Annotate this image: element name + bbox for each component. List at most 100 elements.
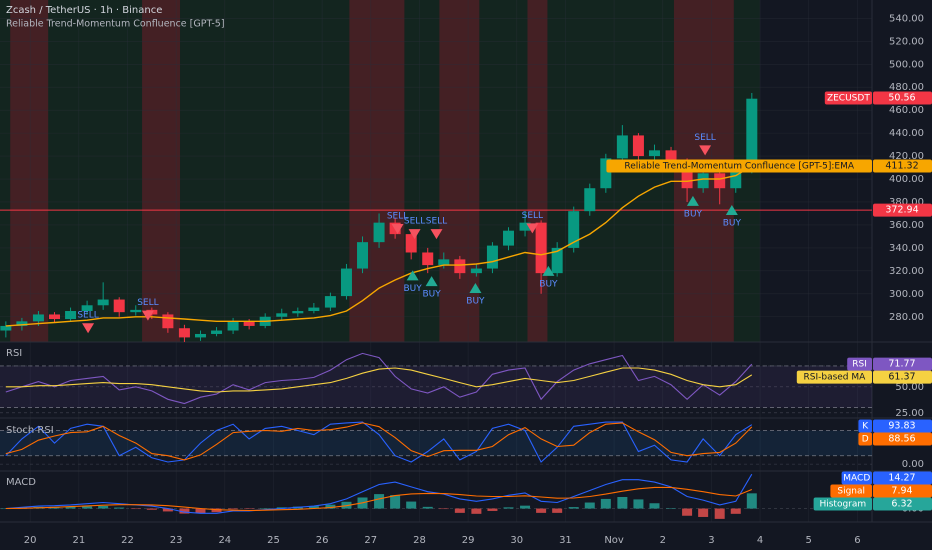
bear-zone (10, 0, 49, 342)
candle-body (616, 135, 628, 159)
candle-body (194, 333, 206, 338)
signal-marker (699, 145, 712, 156)
x-tick-label: 3 (708, 535, 714, 546)
tag-box (873, 159, 932, 173)
y-tick-label: 0.00 (902, 459, 924, 470)
candle-body (0, 325, 12, 331)
histogram-bar (649, 503, 660, 509)
histogram-bar (146, 508, 157, 510)
histogram-bar (568, 507, 579, 509)
indicator-line (5, 421, 753, 463)
indicator-line (5, 352, 753, 405)
tag-box (873, 432, 932, 446)
tag-value: 71.77 (888, 359, 915, 370)
histogram-bar (422, 506, 433, 509)
histogram-bar (746, 493, 757, 509)
y-tick-label: 420.00 (889, 151, 924, 162)
x-tick-label: 22 (121, 535, 134, 546)
candle-body (584, 188, 596, 212)
y-tick-label: 520.00 (889, 36, 924, 47)
candle-body (49, 314, 60, 320)
candle-body (16, 321, 28, 326)
indicator-band (0, 365, 872, 408)
y-tick-label: 25.00 (895, 408, 924, 419)
signal-marker (425, 276, 438, 287)
histogram-bar (374, 494, 385, 509)
bear-zone (142, 0, 181, 342)
tag-name: Histogram (819, 500, 866, 510)
x-tick-label: 21 (72, 535, 85, 546)
candle-body (227, 321, 239, 331)
y-tick-label: 460.00 (889, 105, 924, 116)
tag-name-box (796, 370, 872, 384)
candle-body (162, 314, 174, 329)
chart-subtitle: Reliable Trend-Momentum Confluence [GPT-… (6, 19, 225, 30)
candle-body (130, 309, 142, 313)
histogram-bar (536, 508, 547, 513)
tag-box (873, 497, 932, 511)
tag-box (873, 484, 932, 498)
histogram-bar (228, 508, 239, 510)
tag-name-box (813, 497, 872, 511)
candle-body (730, 167, 742, 189)
candle-body (422, 252, 434, 266)
candle-body (97, 299, 109, 306)
indicator-line (5, 165, 753, 327)
value-tag: 6.32 Histogram (813, 497, 932, 511)
signal-marker (469, 283, 482, 294)
tag-box (873, 203, 932, 217)
signal-label: BUY (466, 297, 485, 307)
candle-body (568, 211, 580, 248)
signal-label: SELL (404, 217, 425, 227)
signal-label: BUY (723, 219, 742, 229)
candle-body (681, 161, 693, 189)
histogram-bar (503, 507, 514, 509)
signal-label: BUY (422, 290, 441, 300)
histogram-bar (730, 508, 741, 514)
x-tick-label: 27 (364, 535, 377, 546)
signal-marker (82, 323, 95, 334)
tag-name-box (841, 471, 872, 485)
histogram-bar (244, 508, 255, 510)
tag-name: Reliable Trend-Momentum Confluence [GPT-… (624, 162, 855, 172)
x-tick-label: 30 (510, 535, 523, 546)
histogram-bar (666, 508, 677, 509)
candle-body (373, 222, 385, 243)
candle-body (340, 268, 352, 297)
signal-marker (725, 205, 738, 216)
histogram-bar (633, 499, 644, 509)
tag-name-box (847, 357, 872, 371)
histogram-bar (130, 508, 141, 510)
y-tick-label: 320.00 (889, 266, 924, 277)
value-tag: 71.77 RSI (847, 357, 932, 371)
tag-box (873, 91, 932, 105)
tag-name-box (824, 91, 872, 105)
candle-body (308, 307, 320, 312)
histogram-bar (682, 508, 693, 516)
candle-body (503, 230, 515, 246)
candle-body (632, 135, 644, 157)
candle-body (454, 259, 466, 274)
tag-value: 14.27 (888, 473, 915, 484)
tag-name: K (862, 422, 869, 432)
candle-body (81, 305, 93, 312)
x-tick-label: 25 (267, 535, 280, 546)
tag-value: 88.56 (888, 434, 915, 445)
histogram-bar (617, 497, 628, 509)
candle-body (178, 328, 190, 338)
histogram-bar (406, 501, 417, 509)
y-tick-label: 440.00 (889, 128, 924, 139)
candle-body (535, 222, 547, 274)
x-tick-label: 6 (854, 535, 860, 546)
histogram-bar (487, 508, 498, 511)
signal-label: SELL (426, 217, 447, 227)
x-tick-label: 24 (218, 535, 231, 546)
y-tick-label: 360.00 (889, 220, 924, 231)
tag-name: D (862, 435, 869, 445)
x-tick-label: 4 (757, 535, 763, 546)
tag-name: RSI-based MA (803, 373, 866, 383)
candle-body (32, 314, 44, 322)
value-tag: 411.32 Reliable Trend-Momentum Confluence… (606, 159, 932, 173)
x-tick-label: 23 (170, 535, 183, 546)
